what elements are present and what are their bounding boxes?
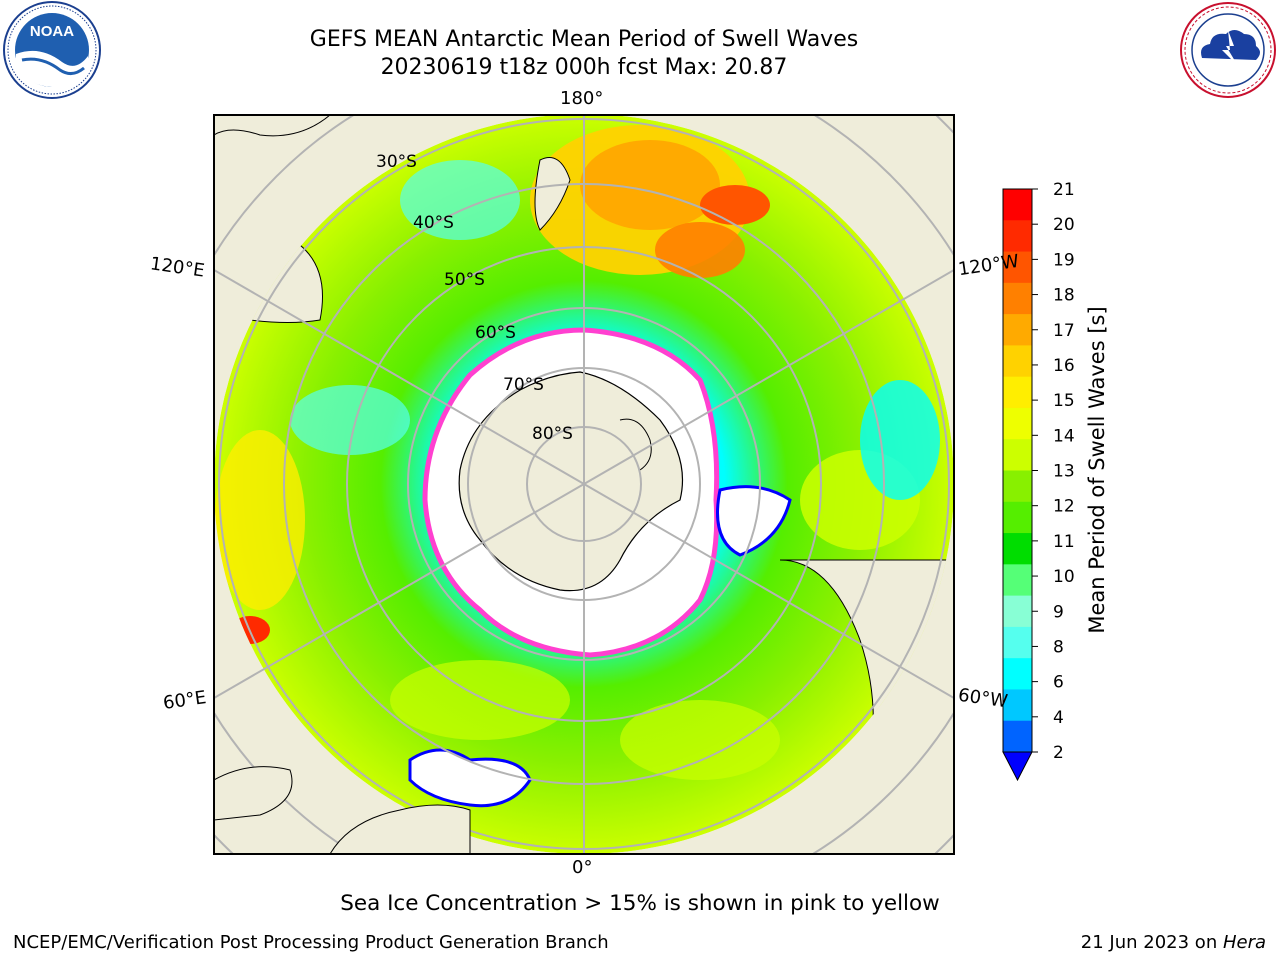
lat-label-30s: 30°S — [376, 152, 417, 172]
colorbar-tick-label: 2 — [1053, 743, 1064, 763]
graticule — [214, 115, 954, 854]
chart-title: GEFS MEAN Antarctic Mean Period of Swell… — [309, 27, 859, 52]
run-date: 21 Jun 2023 on — [1080, 932, 1223, 953]
colorbar-tick-label: 10 — [1053, 567, 1075, 587]
lat-label-60s: 60°S — [475, 323, 516, 343]
colorbar-tick-label: 9 — [1053, 602, 1064, 622]
colorbar-swatch — [1003, 345, 1032, 378]
lat-label-50s: 50°S — [444, 270, 485, 290]
lat-label-80s: 80°S — [532, 424, 573, 444]
colorbar-swatch — [1003, 189, 1032, 221]
sea-ice-note: Sea Ice Concentration > 15% is shown in … — [340, 891, 940, 916]
host-name: Hera — [1222, 932, 1266, 953]
colorbar-tick-label: 11 — [1053, 532, 1075, 552]
nws-logo — [1180, 2, 1276, 98]
colorbar-swatch — [1003, 720, 1032, 753]
colorbar-swatch — [1003, 407, 1032, 440]
colorbar-swatch — [1003, 689, 1032, 722]
colorbar-tick-label: 15 — [1053, 391, 1075, 411]
colorbar-extend-arrow — [1002, 751, 1033, 782]
colorbar-tick-label: 21 — [1053, 180, 1075, 200]
colorbar-swatch — [1003, 533, 1032, 565]
colorbar-label: Mean Period of Swell Waves [s] — [1085, 306, 1109, 634]
lon-label-180: 180° — [560, 88, 604, 109]
colorbar-swatch — [1003, 595, 1032, 628]
colorbar-swatch — [1003, 564, 1032, 597]
colorbar-swatch — [1003, 314, 1032, 346]
colorbar-tick-label: 8 — [1053, 637, 1064, 657]
colorbar-tick-label: 17 — [1053, 321, 1075, 341]
colorbar-swatch — [1003, 626, 1032, 659]
map-panel — [214, 115, 954, 854]
colorbar-tick-label: 16 — [1053, 356, 1075, 376]
colorbar-swatch — [1003, 470, 1032, 503]
colorbar-tick-label: 20 — [1053, 215, 1075, 235]
noaa-logo-text: NOAA — [30, 23, 74, 40]
lat-label-40s: 40°S — [413, 213, 454, 233]
colorbar: 21 20 19 18 17 16 15 14 13 12 11 10 9 8 6 4 2 — [1002, 180, 1075, 782]
noaa-logo: NOAA — [3, 1, 101, 99]
colorbar-tick-label: 12 — [1053, 497, 1075, 517]
colorbar-swatch — [1003, 439, 1032, 471]
colorbar-swatch — [1003, 220, 1032, 253]
antarctica-land — [458, 371, 683, 592]
colorbar-swatch — [1003, 251, 1032, 284]
colorbar-tick-label: 6 — [1053, 673, 1064, 693]
credit-text: NCEP/EMC/Verification Post Processing Pr… — [13, 932, 609, 953]
colorbar-swatch — [1003, 376, 1032, 409]
lon-label-0: 0° — [572, 857, 593, 878]
date-host: 21 Jun 2023 on Hera — [1081, 932, 1266, 953]
colorbar-tick-label: 4 — [1053, 708, 1064, 728]
colorbar-swatch — [1003, 282, 1032, 315]
colorbar-tick-label: 19 — [1053, 250, 1075, 270]
lat-label-70s: 70°S — [503, 375, 544, 395]
colorbar-swatch — [1003, 658, 1032, 690]
colorbar-tick-label: 13 — [1053, 462, 1075, 482]
colorbar-tick-label: 14 — [1053, 426, 1075, 446]
chart-subtitle: 20230619 t18z 000h fcst Max: 20.87 — [380, 55, 788, 80]
colorbar-tick-label: 18 — [1053, 286, 1075, 306]
colorbar-swatch — [1003, 501, 1032, 534]
map-frame — [213, 114, 955, 855]
